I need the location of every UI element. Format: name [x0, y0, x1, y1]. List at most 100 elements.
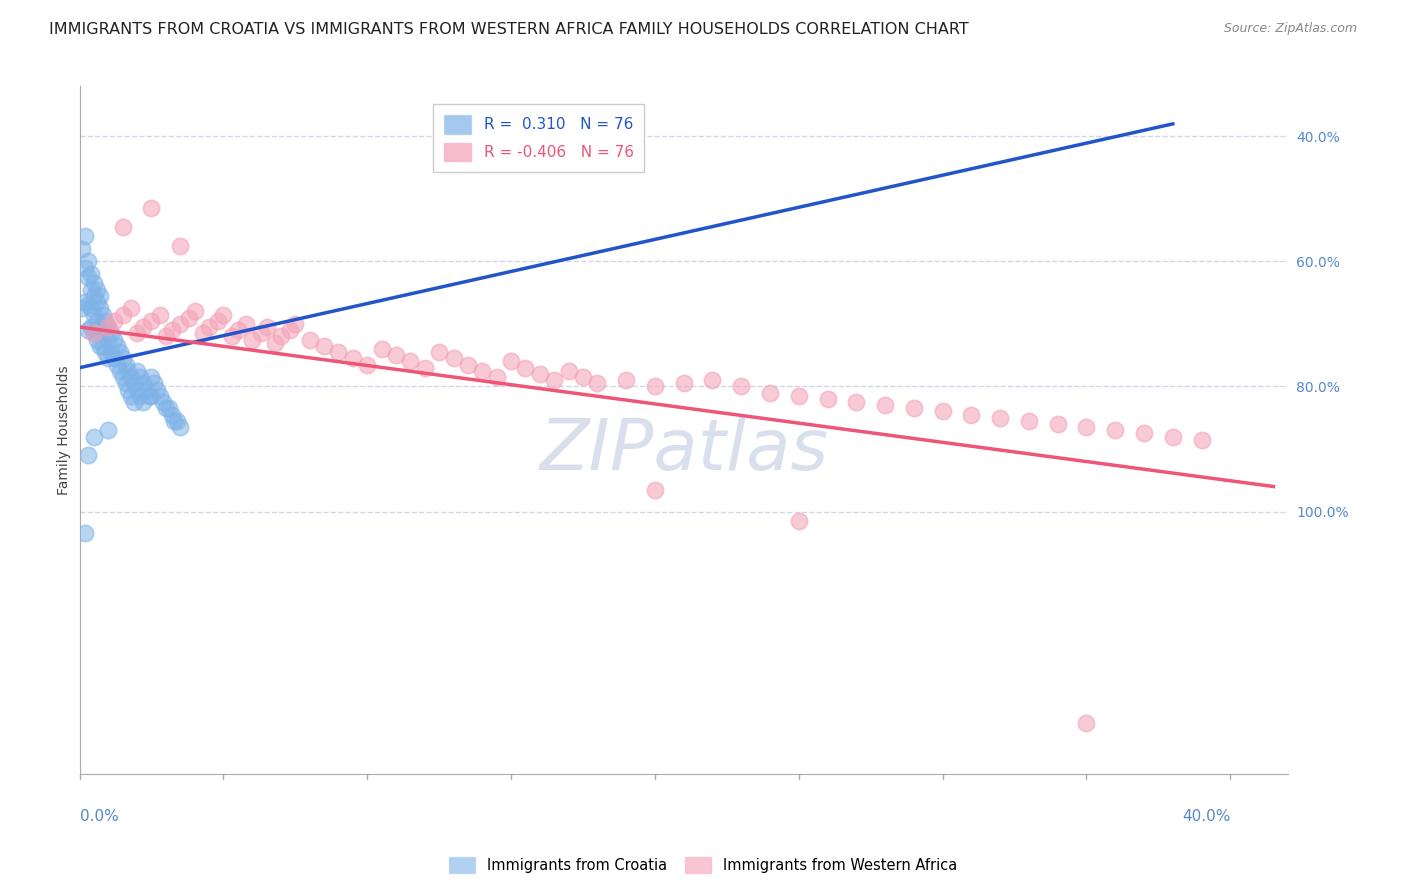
- Point: [89, 301, 111, 316]
- Point: [111, 370, 134, 384]
- Point: [108, 364, 131, 378]
- Point: [298, 333, 321, 347]
- Point: [370, 342, 392, 356]
- Point: [155, 401, 177, 416]
- Point: [141, 370, 163, 384]
- Point: [1076, 420, 1098, 434]
- Point: [120, 389, 142, 403]
- Point: [499, 354, 522, 368]
- Point: [356, 358, 378, 372]
- Point: [817, 392, 839, 406]
- Point: [572, 370, 595, 384]
- Point: [931, 404, 953, 418]
- Point: [103, 351, 125, 366]
- Point: [960, 408, 983, 422]
- Point: [160, 408, 183, 422]
- Point: [157, 401, 180, 416]
- Point: [80, 301, 103, 316]
- Point: [644, 483, 666, 497]
- Point: [77, 298, 100, 312]
- Point: [103, 333, 125, 347]
- Point: [149, 308, 172, 322]
- Y-axis label: Family Households: Family Households: [58, 366, 72, 495]
- Point: [672, 376, 695, 391]
- Point: [146, 383, 169, 397]
- Point: [529, 367, 551, 381]
- Point: [75, 260, 97, 275]
- Point: [72, 242, 94, 256]
- Point: [91, 308, 114, 322]
- Point: [105, 339, 128, 353]
- Point: [83, 326, 105, 341]
- Point: [342, 351, 364, 366]
- Point: [125, 383, 148, 397]
- Point: [105, 358, 128, 372]
- Point: [132, 395, 155, 409]
- Point: [111, 220, 134, 235]
- Point: [278, 323, 301, 337]
- Point: [108, 345, 131, 359]
- Point: [226, 323, 249, 337]
- Point: [183, 304, 205, 318]
- Text: Source: ZipAtlas.com: Source: ZipAtlas.com: [1223, 22, 1357, 36]
- Point: [83, 308, 105, 322]
- Point: [135, 383, 157, 397]
- Point: [543, 373, 565, 387]
- Point: [111, 308, 134, 322]
- Text: 40.0%: 40.0%: [1182, 808, 1230, 823]
- Point: [89, 289, 111, 303]
- Point: [1161, 429, 1184, 443]
- Point: [903, 401, 925, 416]
- Point: [86, 295, 108, 310]
- Point: [169, 239, 191, 253]
- Point: [149, 389, 172, 403]
- Point: [702, 373, 724, 387]
- Point: [83, 326, 105, 341]
- Point: [89, 339, 111, 353]
- Point: [1104, 423, 1126, 437]
- Point: [413, 360, 436, 375]
- Point: [328, 345, 350, 359]
- Point: [80, 267, 103, 281]
- Point: [94, 314, 117, 328]
- Point: [100, 326, 122, 341]
- Point: [235, 317, 257, 331]
- Point: [1191, 433, 1213, 447]
- Point: [270, 329, 292, 343]
- Point: [169, 420, 191, 434]
- Point: [86, 283, 108, 297]
- Point: [89, 320, 111, 334]
- Point: [77, 323, 100, 337]
- Point: [730, 379, 752, 393]
- Point: [427, 345, 450, 359]
- Point: [97, 333, 120, 347]
- Point: [586, 376, 609, 391]
- Point: [125, 364, 148, 378]
- Point: [1018, 414, 1040, 428]
- Point: [94, 345, 117, 359]
- Point: [515, 360, 537, 375]
- Point: [614, 373, 637, 387]
- Point: [385, 348, 408, 362]
- Point: [240, 333, 263, 347]
- Point: [787, 514, 810, 528]
- Point: [125, 326, 148, 341]
- Point: [72, 301, 94, 316]
- Point: [94, 326, 117, 341]
- Point: [117, 383, 139, 397]
- Point: [988, 410, 1011, 425]
- Point: [75, 229, 97, 244]
- Point: [160, 323, 183, 337]
- Point: [143, 376, 166, 391]
- Text: 0.0%: 0.0%: [80, 808, 118, 823]
- Point: [759, 385, 782, 400]
- Point: [141, 202, 163, 216]
- Point: [83, 289, 105, 303]
- Point: [114, 376, 136, 391]
- Point: [193, 326, 215, 341]
- Point: [485, 370, 508, 384]
- Point: [644, 379, 666, 393]
- Legend: R =  0.310   N = 76, R = -0.406   N = 76: R = 0.310 N = 76, R = -0.406 N = 76: [433, 104, 644, 172]
- Point: [312, 339, 335, 353]
- Point: [111, 351, 134, 366]
